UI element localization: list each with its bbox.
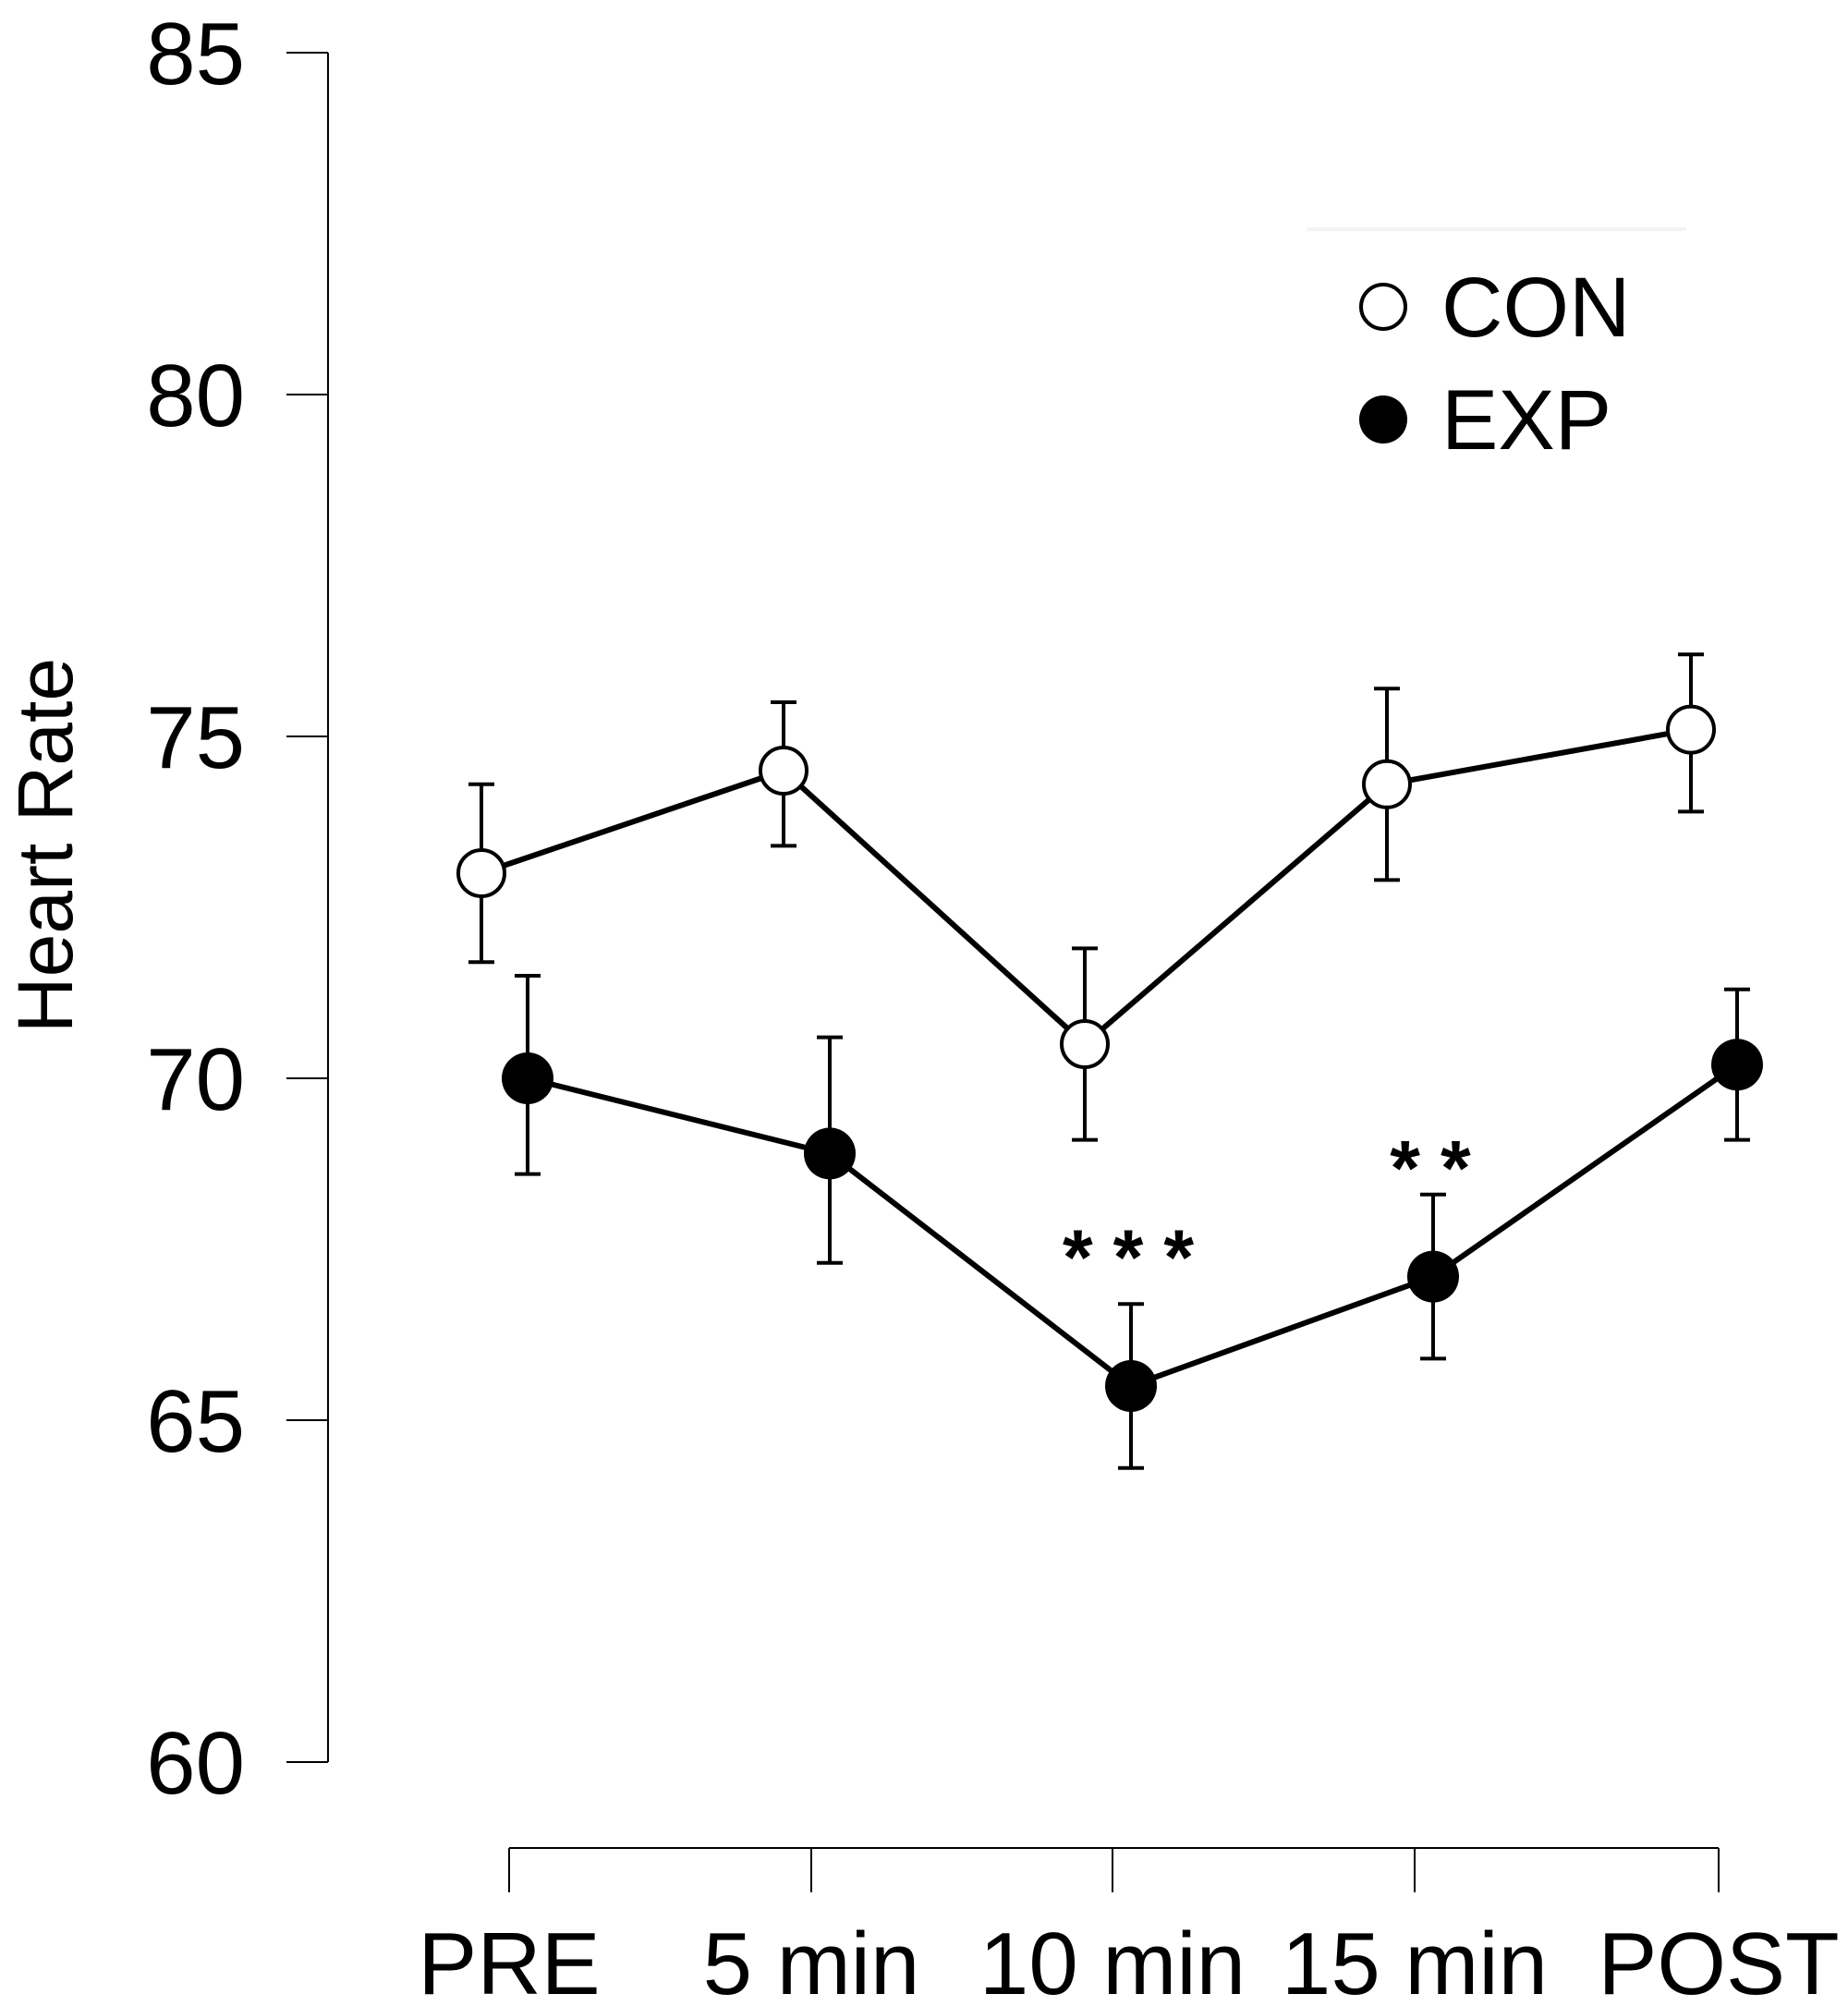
series-layer <box>456 652 1763 1470</box>
legend-exp-label: EXP <box>1441 373 1611 468</box>
data-point-con-3 <box>1362 759 1412 809</box>
legend-con-marker <box>1359 283 1407 331</box>
y-axis: 60 65 70 75 80 85 <box>146 5 329 1813</box>
annotation-layer: ***** <box>1063 1125 1490 1300</box>
x-tick-label-5-min: 5 min <box>703 1915 920 2006</box>
data-point-exp-2 <box>1105 1360 1157 1412</box>
legend: CON EXP <box>1307 227 1686 468</box>
series-con <box>456 652 1716 1142</box>
y-tick-label-65: 65 <box>146 1372 245 1471</box>
legend-exp-marker <box>1359 395 1407 444</box>
y-tick-label-80: 80 <box>146 346 245 445</box>
x-tick-label-10-min: 10 min <box>979 1915 1246 2006</box>
x-axis: PRE 5 min 10 min 15 min POST <box>418 1847 1840 2006</box>
data-point-exp-0 <box>502 1052 553 1104</box>
y-tick-label-60: 60 <box>146 1714 245 1813</box>
y-tick-label-70: 70 <box>146 1030 245 1129</box>
data-point-exp-3 <box>1407 1250 1459 1303</box>
y-tick-label-75: 75 <box>146 688 245 787</box>
data-point-exp-4 <box>1711 1039 1763 1091</box>
data-point-con-1 <box>759 746 808 796</box>
legend-con-label: CON <box>1441 261 1630 355</box>
data-point-con-2 <box>1060 1019 1110 1069</box>
legend-frame-edge <box>1307 227 1686 231</box>
data-point-con-4 <box>1666 704 1716 755</box>
y-axis-title: Heart Rate <box>2 658 89 1033</box>
y-tick-label-85: 85 <box>146 5 245 103</box>
significance-label-1: ** <box>1390 1125 1490 1211</box>
x-tick-label-pre: PRE <box>418 1915 600 2006</box>
series-exp <box>502 974 1763 1470</box>
x-tick-label-post: POST <box>1598 1915 1839 2006</box>
data-point-exp-1 <box>804 1127 856 1180</box>
data-point-con-0 <box>456 848 506 898</box>
x-tick-label-15-min: 15 min <box>1282 1915 1548 2006</box>
significance-label-0: *** <box>1063 1213 1214 1300</box>
